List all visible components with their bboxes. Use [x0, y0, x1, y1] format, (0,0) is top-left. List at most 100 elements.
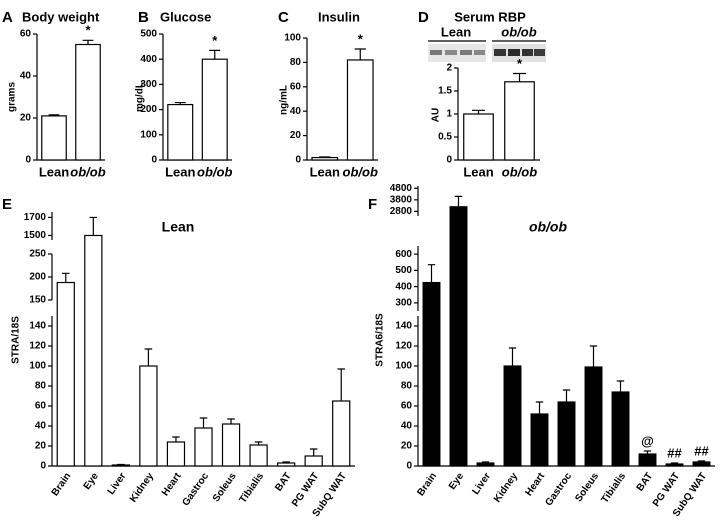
y-tick-label: 40	[290, 106, 302, 117]
y-tick-label: 20	[35, 441, 47, 452]
y-tick-label: 0	[406, 461, 412, 472]
error-bar	[513, 72, 526, 82]
error-bar	[209, 49, 221, 60]
blot-label: ob/ob	[501, 24, 536, 39]
y-tick-label: 100	[29, 361, 46, 372]
x-tick-label: Soleus	[211, 471, 239, 505]
x-tick-label: Tibialis	[238, 471, 267, 506]
error-bar	[427, 264, 436, 283]
bar	[249, 444, 268, 467]
x-tick-label: Heart	[160, 470, 184, 498]
error-bar	[616, 380, 625, 392]
x-tick-label: BAT	[635, 471, 655, 494]
bar	[463, 113, 494, 161]
y-tick-label: 40	[20, 71, 32, 82]
y-tick-label: 4800	[390, 183, 413, 194]
error-bar	[697, 460, 706, 462]
value-annotation: *	[212, 33, 218, 48]
y-tick-label: 120	[395, 341, 412, 352]
x-tick-label: Heart	[523, 470, 547, 498]
y-tick-label: 400	[395, 281, 412, 292]
panel-letter: B	[138, 9, 149, 26]
panel-letter: E	[2, 196, 12, 213]
error-bar	[82, 39, 94, 45]
blot-band	[494, 49, 506, 56]
bar	[311, 156, 339, 161]
y-tick-label: 0	[151, 155, 157, 166]
blot-band	[522, 49, 533, 56]
chart-title: Glucose	[160, 9, 211, 24]
y-axis-label: ng/mL	[279, 85, 290, 115]
x-tick-label: Brain	[415, 471, 439, 498]
y-tick-label: 0	[446, 155, 452, 166]
error-bar	[309, 448, 318, 456]
value-annotation: *	[517, 56, 523, 71]
y-tick-label: 200	[140, 104, 157, 115]
y-tick-label: 80	[35, 381, 47, 392]
bar	[503, 365, 522, 467]
y-tick-label: 60	[35, 401, 47, 412]
error-bar	[454, 195, 463, 207]
panel-letter: D	[418, 9, 429, 26]
blot-band	[534, 49, 545, 56]
bar	[422, 281, 441, 467]
x-tick-label: Lean	[165, 164, 195, 179]
y-tick-label: 1700	[24, 212, 47, 223]
chart-title: ob/ob	[529, 219, 568, 235]
error-bar	[227, 418, 235, 424]
error-bar	[319, 156, 331, 158]
value-annotation: *	[85, 23, 91, 38]
x-tick-label: Lean	[39, 164, 69, 179]
y-tick-label: 1	[446, 109, 452, 120]
bar	[692, 461, 711, 467]
error-bar	[144, 348, 153, 366]
error-bar	[562, 389, 571, 402]
bar	[139, 365, 158, 467]
x-tick-label: Kidney	[128, 471, 156, 505]
error-bar	[282, 461, 290, 463]
y-tick-label: 100	[140, 129, 157, 140]
error-bar	[199, 417, 208, 428]
bar	[276, 462, 296, 467]
y-tick-label: 140	[395, 321, 412, 332]
bar	[332, 400, 351, 467]
y-tick-label: 120	[29, 341, 46, 352]
bar	[304, 455, 323, 467]
blot-band	[445, 50, 457, 55]
bar	[41, 115, 67, 161]
blot: Lean ob/ob	[428, 24, 546, 62]
y-tick-label: 20	[20, 113, 32, 124]
panel-letter: F	[368, 196, 377, 213]
y-tick-label: 500	[140, 29, 157, 40]
error-bar	[589, 345, 598, 367]
bar	[530, 413, 549, 467]
y-tick-label: 60	[20, 29, 32, 40]
error-bar	[643, 450, 652, 454]
error-bar	[48, 114, 60, 116]
bar	[56, 281, 75, 467]
bar	[504, 81, 535, 161]
value-annotation: *	[358, 31, 364, 46]
y-tick-label: 0.5	[438, 132, 452, 143]
x-tick-label: BAT	[273, 471, 293, 494]
bar	[476, 462, 495, 467]
blot-band	[474, 50, 485, 55]
bar	[449, 206, 468, 467]
y-axis-label: AU	[431, 108, 442, 122]
chart-title: Body weight	[22, 9, 100, 24]
y-tick-label: 80	[290, 57, 302, 68]
y-tick-label: 400	[140, 54, 157, 65]
bar	[194, 427, 213, 467]
x-tick-label: Brain	[50, 471, 74, 498]
x-tick-label: Lean	[310, 164, 340, 179]
bar	[584, 366, 603, 467]
y-axis-label: mg/dL	[135, 82, 146, 112]
y-tick-label: 0	[25, 155, 31, 166]
error-bar	[337, 368, 345, 401]
bar	[167, 103, 194, 161]
y-tick-label: 40	[35, 421, 47, 432]
bar	[611, 391, 630, 467]
chart-title: Insulin	[318, 9, 360, 24]
x-tick-label: Eye	[447, 471, 466, 492]
y-tick-label: 0	[295, 155, 301, 166]
